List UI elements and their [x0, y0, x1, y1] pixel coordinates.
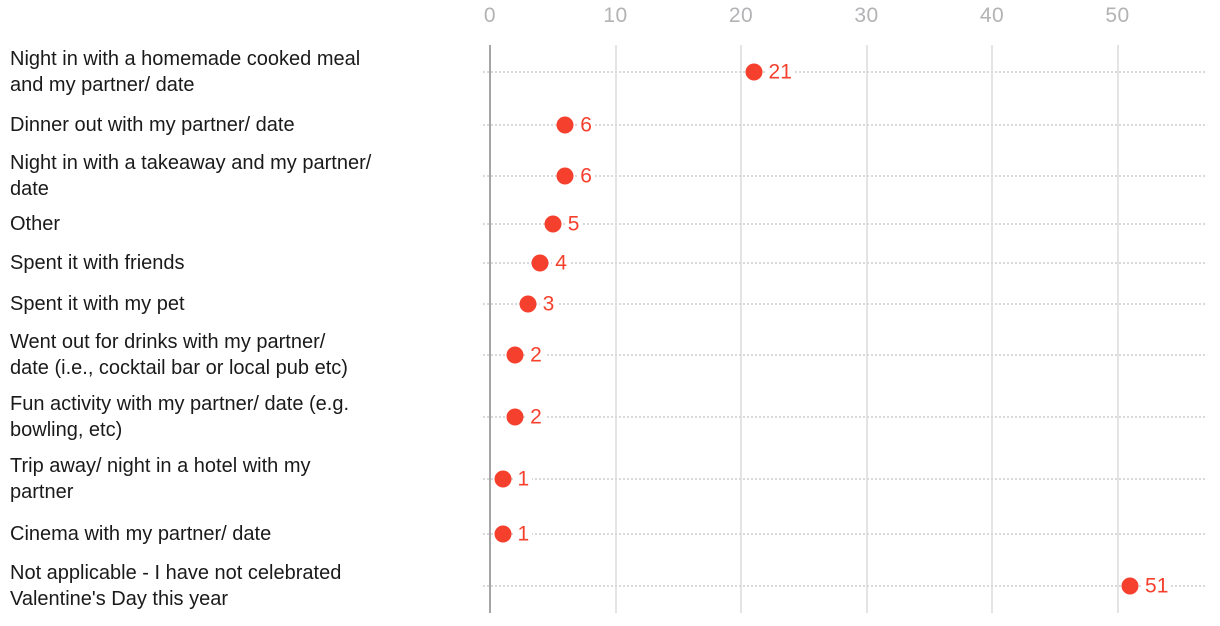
row-plot-area: 5 [483, 202, 1205, 245]
chart-row: Other 5 [0, 202, 1205, 245]
category-label: Trip away/ night in a hotel with my partn… [0, 453, 483, 505]
row-guide-dotted-line [483, 354, 1205, 356]
chart-row: Not applicable - I have not celebrated Va… [0, 559, 1205, 613]
row-plot-area: 51 [483, 559, 1205, 613]
vertical-gridline [991, 45, 993, 613]
row-guide-dotted-line [483, 71, 1205, 73]
chart-row: Dinner out with my partner/ date 6 [0, 99, 1205, 150]
x-axis-tick-label: 50 [1105, 4, 1130, 27]
row-guide-dotted-line [483, 222, 1205, 225]
category-label-line: partner [10, 481, 74, 503]
category-label-line: Trip away/ night in a hotel with my [10, 455, 311, 477]
category-label: Spent it with my pet [0, 291, 483, 317]
row-plot-area: 1 [483, 508, 1205, 559]
value-label: 4 [552, 251, 570, 275]
row-plot-area: 2 [483, 384, 1205, 450]
category-label: Fun activity with my partner/ date (e.g.… [0, 391, 483, 443]
category-label-line: Valentine's Day this year [10, 588, 228, 610]
category-label-line: Night in with a homemade cooked meal [10, 48, 361, 70]
row-guide-dotted-line [483, 262, 1205, 264]
chart-row: Spent it with my pet 3 [0, 281, 1205, 326]
category-label: Spent it with friends [0, 250, 483, 276]
axis-baseline [489, 45, 491, 613]
chart-row: Fun activity with my partner/ date (e.g.… [0, 384, 1205, 450]
value-label: 6 [577, 164, 595, 188]
vertical-gridline [1116, 45, 1119, 613]
row-plot-area: 6 [483, 150, 1205, 202]
row-guide-dotted-line [483, 123, 1205, 126]
category-label: Other [0, 211, 483, 237]
vertical-gridline [614, 45, 617, 613]
data-point-dot[interactable] [506, 346, 524, 364]
value-label: 21 [765, 60, 795, 84]
value-label: 1 [514, 522, 533, 545]
data-point-dot[interactable] [556, 116, 574, 133]
row-plot-area: 6 [483, 99, 1205, 150]
category-label-line: bowling, etc) [10, 419, 123, 441]
category-label-line: date (i.e., cocktail bar or local pub et… [10, 357, 348, 379]
category-label-line: and my partner/ date [10, 74, 195, 96]
row-guide-dotted-line [483, 532, 1205, 535]
value-label: 2 [527, 343, 545, 367]
category-label-line: Night in with a takeaway and my partner/ [10, 152, 372, 174]
category-label-line: Fun activity with my partner/ date (e.g. [10, 393, 350, 415]
chart-rows: Night in with a homemade cooked meal and … [0, 45, 1220, 613]
value-label: 6 [577, 113, 595, 136]
x-axis: 0 10 20 30 40 50 [483, 0, 1205, 45]
data-point-dot[interactable] [494, 525, 512, 542]
category-label-line: Other [10, 212, 61, 235]
category-label-line: Dinner out with my partner/ date [10, 113, 295, 136]
chart-row: Spent it with friends 4 [0, 245, 1205, 281]
x-axis-tick-label: 0 [483, 4, 497, 27]
category-label: Night in with a homemade cooked meal and … [0, 46, 483, 98]
x-axis-tick-label: 10 [603, 4, 628, 27]
category-label: Dinner out with my partner/ date [0, 112, 483, 138]
data-point-dot[interactable] [556, 167, 574, 185]
x-axis-tick-label: 40 [979, 4, 1005, 27]
vertical-gridline [740, 45, 742, 613]
category-label-line: Cinema with my partner/ date [10, 522, 272, 545]
x-axis-tick-label: 20 [728, 4, 754, 27]
category-label-line: Not applicable - I have not celebrated [10, 562, 342, 584]
row-guide-dotted-line [483, 302, 1205, 305]
row-guide-dotted-line [483, 585, 1205, 587]
row-guide-dotted-line [483, 416, 1205, 418]
category-label-line: Went out for drinks with my partner/ [10, 331, 326, 353]
category-label: Went out for drinks with my partner/date… [0, 329, 483, 381]
data-point-dot[interactable] [506, 408, 524, 426]
chart-row: Night in with a homemade cooked meal and … [0, 45, 1205, 99]
data-point-dot[interactable] [544, 215, 562, 232]
x-axis-tick-label: 30 [854, 4, 879, 27]
value-label: 5 [564, 212, 583, 235]
category-label-line: Spent it with friends [10, 252, 185, 274]
row-plot-area: 2 [483, 326, 1205, 384]
data-point-dot[interactable] [745, 63, 763, 81]
category-label: Cinema with my partner/ date [0, 521, 483, 547]
gridlines-layer [483, 45, 1205, 613]
vertical-gridline [865, 45, 868, 613]
row-guide-dotted-line [483, 175, 1205, 177]
row-plot-area: 1 [483, 450, 1205, 508]
chart-row: Cinema with my partner/ date 1 [0, 508, 1205, 559]
row-plot-area: 3 [483, 281, 1205, 326]
category-label-line: date [10, 178, 49, 200]
row-plot-area: 21 [483, 45, 1205, 99]
chart-row: Night in with a takeaway and my partner/… [0, 150, 1205, 202]
chart-row: Went out for drinks with my partner/date… [0, 326, 1205, 384]
category-label-line: Spent it with my pet [10, 292, 185, 315]
data-point-dot[interactable] [531, 254, 549, 272]
value-label: 2 [527, 405, 545, 429]
data-point-dot[interactable] [494, 470, 512, 488]
category-label: Night in with a takeaway and my partner/… [0, 150, 483, 202]
data-point-dot[interactable] [1121, 577, 1139, 595]
category-label: Not applicable - I have not celebrated Va… [0, 560, 483, 612]
data-point-dot[interactable] [519, 295, 537, 312]
value-label: 51 [1142, 574, 1172, 598]
value-label: 1 [514, 467, 533, 491]
chart-row: Trip away/ night in a hotel with my partn… [0, 450, 1205, 508]
row-plot-area: 4 [483, 245, 1205, 281]
row-guide-dotted-line [483, 478, 1205, 480]
value-label: 3 [539, 292, 558, 315]
